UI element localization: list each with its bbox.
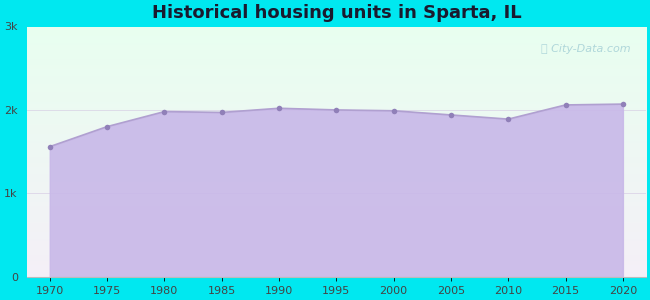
Text: ⓘ City-Data.com: ⓘ City-Data.com — [541, 44, 630, 54]
Title: Historical housing units in Sparta, IL: Historical housing units in Sparta, IL — [151, 4, 521, 22]
